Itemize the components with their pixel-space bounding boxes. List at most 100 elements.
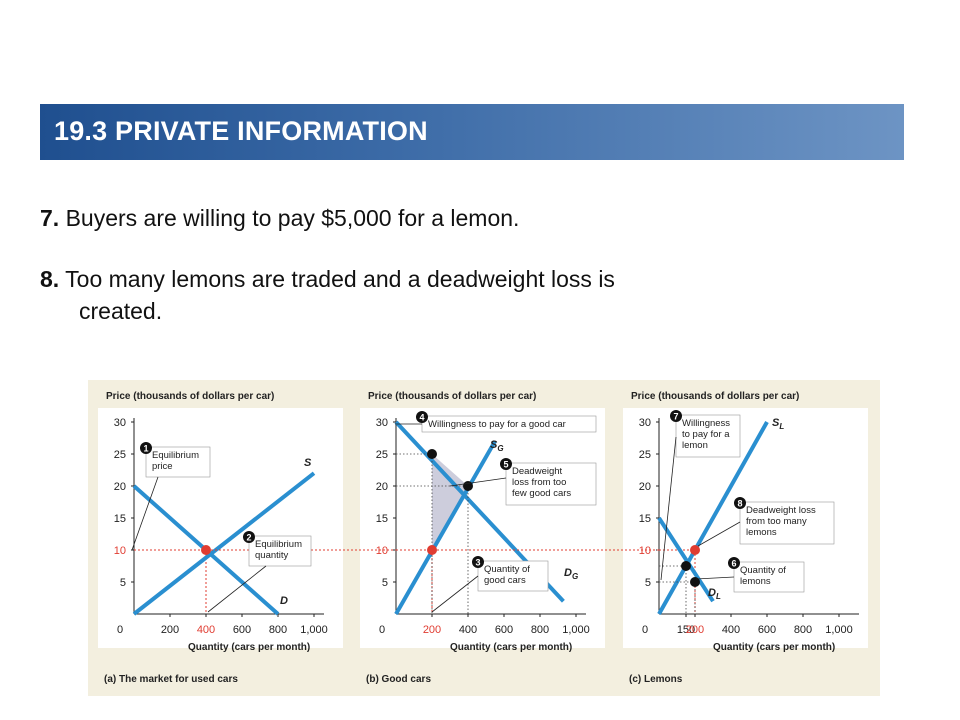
- bullet-8-continuation: created.: [79, 298, 163, 324]
- panel-b-y-tick-label-20: 20: [376, 481, 388, 493]
- panel-a-ylabel: Price (thousands of dollars per car): [106, 391, 274, 402]
- bullet-7-text: Buyers are willing to pay $5,000 for a l…: [59, 205, 520, 231]
- panel-b-callout-3-box: [477, 560, 549, 592]
- panel-c-callout-7-line-0: Willingness: [682, 418, 730, 429]
- panel-b-y-tick-label-25: 25: [376, 449, 388, 461]
- panel-c-callout-8-badge-circle: [734, 497, 746, 509]
- panel-b-leader-5: [449, 477, 507, 487]
- panel-c-x-tick-label-800: 800: [794, 624, 812, 636]
- panel-a-leader-2: [207, 565, 267, 613]
- panel-a-callout-2-box: [248, 535, 312, 567]
- panel-c-callout-6-badge-number: 6: [731, 559, 736, 569]
- panel-c-callout-7-box: [675, 414, 741, 458]
- panel-c-xlabel: Quantity (cars per month): [713, 642, 835, 653]
- panel-a-y-tick-label-25: 25: [114, 449, 126, 461]
- panel-a-curve-s: [132, 471, 316, 616]
- panel-a-leader-1: [131, 476, 159, 551]
- panel-a-panel-label: (a) The market for used cars: [104, 674, 238, 685]
- panel-a-y-tick-label-10: 10: [114, 545, 126, 557]
- panel-a-x-tick-label-400: 400: [197, 624, 215, 636]
- panel-a-x-tick-label-800: 800: [269, 624, 287, 636]
- panel-c-callout-8-badge-number: 8: [737, 499, 742, 509]
- panel-c-point-1: [681, 561, 691, 571]
- panel-c-origin-label: 0: [642, 624, 648, 636]
- panel-b-callout-4-badge-circle: [416, 411, 428, 423]
- panel-c-leader-7: [660, 436, 677, 581]
- panel-b-callout-3-badge-number: 3: [475, 558, 480, 568]
- panel-b-callout-3-line-1: good cars: [484, 575, 526, 586]
- panel-c-callout-7-badge-number: 7: [673, 412, 678, 422]
- panel-a-callout-2-badge-number: 2: [246, 533, 251, 543]
- panel-c-x-tick-label-600: 600: [758, 624, 776, 636]
- panel-b-x-tick-label-200: 200: [423, 624, 441, 636]
- panel-a-xlabel: Quantity (cars per month): [188, 642, 310, 653]
- panel-a-origin-label: 0: [117, 624, 123, 636]
- panel-c-x-tick-label-150: 150: [677, 624, 695, 636]
- panel-b-leader-3: [431, 575, 479, 613]
- bullet-8-number: 8.: [40, 266, 60, 292]
- page-title: 19.3 PRIVATE INFORMATION: [54, 116, 428, 146]
- panel-a-y-tick-label-20: 20: [114, 481, 126, 493]
- panel-b-ylabel: Price (thousands of dollars per car): [368, 391, 536, 402]
- panel-c-y-tick-label-30: 30: [639, 417, 651, 429]
- panel-b-deadweight-loss-area: [432, 454, 468, 550]
- panel-a-x-tick-label-200: 200: [161, 624, 179, 636]
- bullet-7-number: 7.: [40, 205, 60, 231]
- panel-c-callout-6-badge-circle: [728, 557, 740, 569]
- panel-b-x-tick-label-600: 600: [495, 624, 513, 636]
- panel-b-callout-3-line-0: Quantity of: [484, 564, 530, 575]
- panel-b-callout-5-badge-number: 5: [503, 460, 508, 470]
- panel-b-x-tick-label-1,000: 1,000: [562, 624, 590, 636]
- panel-c-callout-8-line-1: from too many: [746, 516, 807, 527]
- panel-b-x-tick-label-400: 400: [459, 624, 477, 636]
- panel-c-callout-6-box: [733, 561, 805, 593]
- panel-a-callout-2-line-1: quantity: [255, 550, 289, 561]
- panel-b-callout-5-line-2: few good cars: [512, 488, 571, 499]
- panel-c-callout-6-line-1: lemons: [740, 576, 771, 587]
- panel-b-curve-sg: [394, 440, 497, 615]
- panel-a-callout-1-line-1: price: [152, 461, 173, 472]
- panel-b-callout-3-badge-circle: [472, 556, 484, 568]
- panel-a-callout-1-line-0: Equilibrium: [152, 450, 199, 461]
- panel-b-x-tick-label-800: 800: [531, 624, 549, 636]
- panel-b-point-1: [427, 449, 437, 459]
- panel-c-callout-7-line-2: lemon: [682, 440, 708, 451]
- panel-a-x-tick-label-1,000: 1,000: [300, 624, 328, 636]
- lemons-figure: Price (thousands of dollars per car) Quan…: [88, 380, 880, 696]
- panel-b-callout-4-line-0: Willingness to pay for a good car: [428, 419, 566, 430]
- panel-c-x-tick-label-1,000: 1,000: [825, 624, 853, 636]
- panel-b-y-tick-label-15: 15: [376, 513, 388, 525]
- panel-c-x-tick-label-200: 200: [686, 624, 704, 636]
- panel-b-callout-5-badge-circle: [500, 458, 512, 470]
- panel-c-ylabel: Price (thousands of dollars per car): [631, 391, 799, 402]
- panel-c-panel-label: (c) Lemons: [629, 674, 683, 685]
- panel-c-callout-8-line-2: lemons: [746, 527, 777, 538]
- panel-b-xlabel: Quantity (cars per month): [450, 642, 572, 653]
- panel-c-y-tick-label-5: 5: [645, 577, 651, 589]
- panel-a-y-tick-label-5: 5: [120, 577, 126, 589]
- panel-b-origin-label: 0: [379, 624, 385, 636]
- panel-b-y-tick-label-5: 5: [382, 577, 388, 589]
- panel-a-y-tick-label-30: 30: [114, 417, 126, 429]
- panel-c-leader-8: [697, 521, 741, 547]
- panel-c-callout-7-badge-circle: [670, 410, 682, 422]
- panel-c-y-tick-label-15: 15: [639, 513, 651, 525]
- panel-c-leader-6: [695, 576, 735, 580]
- bullet-8: 8. Too many lemons are traded and a dead…: [40, 263, 870, 327]
- panel-c-y-tick-label-10: 10: [639, 545, 651, 557]
- panel-c-x-tick-label-400: 400: [722, 624, 740, 636]
- title-banner: 19.3 PRIVATE INFORMATION: [40, 104, 904, 160]
- panel-c-point-2: [690, 577, 700, 587]
- bullet-7: 7. Buyers are willing to pay $5,000 for …: [40, 205, 519, 232]
- panel-b-callout-5-line-1: loss from too: [512, 477, 566, 488]
- panel-c-curve-dl: [657, 516, 715, 603]
- bullet-8-text: Too many lemons are traded and a deadwei…: [59, 266, 615, 292]
- panel-a-callout-1-box: [145, 446, 211, 478]
- panel-a-x-tick-label-600: 600: [233, 624, 251, 636]
- panel-a-callout-2-line-0: Equilibrium: [255, 539, 302, 550]
- panel-a-callout-2-badge-circle: [243, 531, 255, 543]
- panel-b-callout-5-box: [505, 462, 597, 506]
- panel-a-label-s: S: [304, 457, 312, 469]
- panel-c-y-tick-label-20: 20: [639, 481, 651, 493]
- panel-c-callout-8-line-0: Deadweight loss: [746, 505, 816, 516]
